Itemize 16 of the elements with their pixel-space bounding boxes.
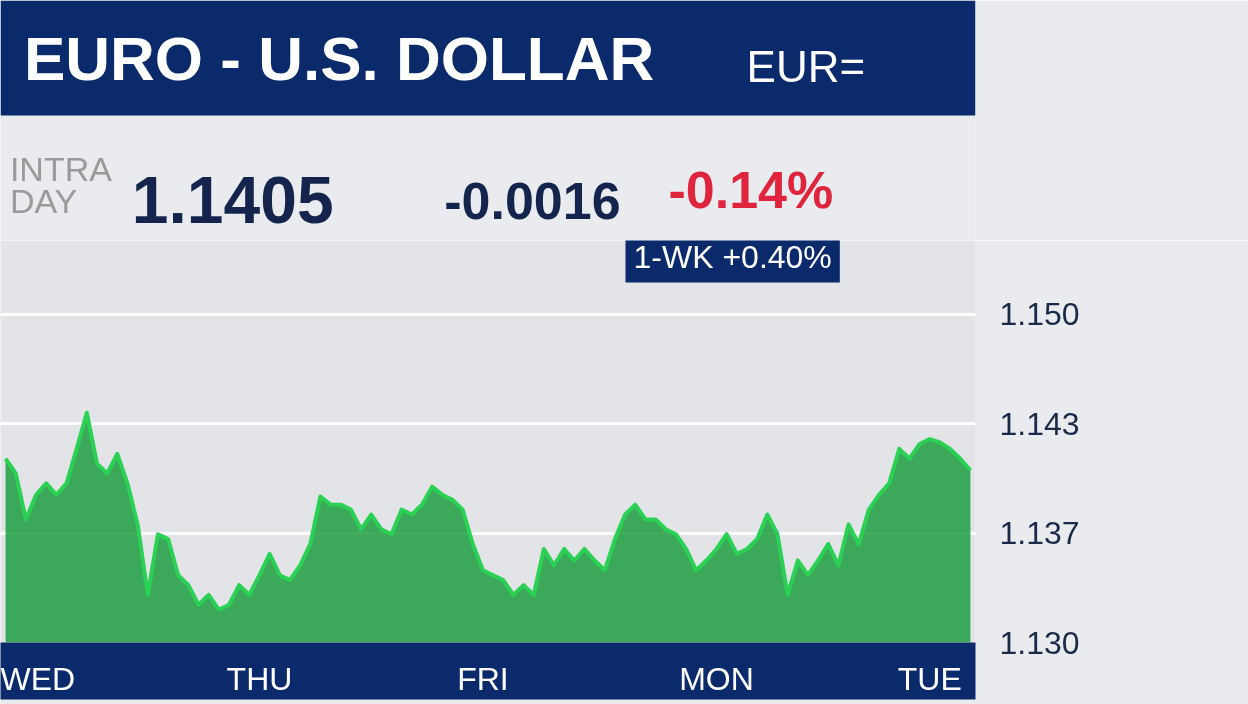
y-tick-label: 1.143 xyxy=(999,405,1080,442)
chart-title: EURO - U.S. DOLLAR xyxy=(23,23,655,93)
x-tick-label: MON xyxy=(679,660,754,697)
chart-subtitle: EUR= xyxy=(746,41,866,91)
text: -0.0016 xyxy=(444,171,621,230)
y-tick-label: 1.137 xyxy=(999,515,1080,552)
x-tick-label: WED xyxy=(0,660,76,697)
x-tick-label: TUE xyxy=(897,660,962,697)
y-tick-label: 1.130 xyxy=(999,624,1080,661)
y-tick-label: 1.150 xyxy=(999,296,1080,333)
x-tick-label: FRI xyxy=(457,660,509,697)
annotation: 1-WK +0.40% xyxy=(633,238,832,275)
x-tick-label: THU xyxy=(226,660,293,697)
text: 1.1405 xyxy=(131,162,334,237)
text: INTRA DAY xyxy=(9,150,113,221)
text: -0.14% xyxy=(668,160,834,219)
